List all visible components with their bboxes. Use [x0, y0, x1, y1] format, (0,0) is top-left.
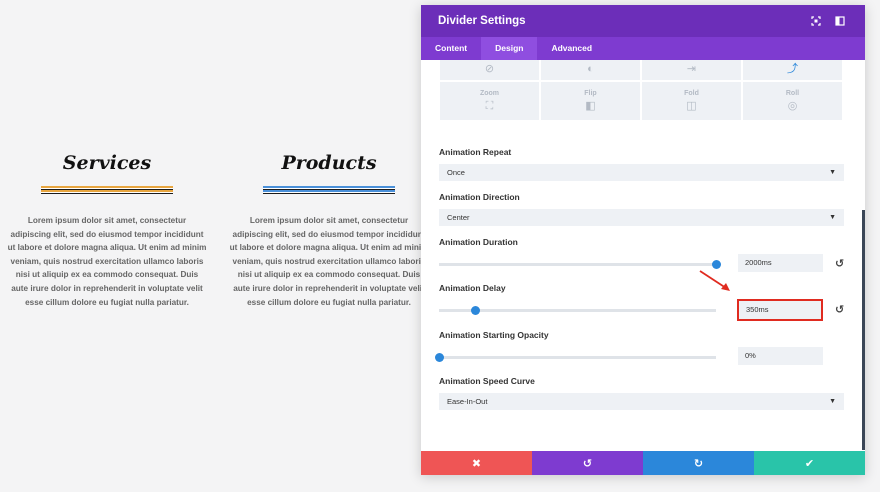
zoom-icon: ⛶ [485, 100, 494, 112]
check-icon: ✔ [804, 457, 815, 470]
products-column: Products Lorem ipsum dolor sit amet, con… [229, 148, 429, 309]
animation-style-none[interactable]: ⊘ [440, 60, 539, 80]
chevron-down-icon: ▼ [829, 169, 836, 176]
save-button[interactable]: ✔ [754, 451, 865, 475]
animation-duration-thumb[interactable] [712, 260, 721, 269]
animation-style-roll[interactable]: Roll ◎ [743, 82, 842, 120]
fold-icon: ◫ [686, 100, 697, 112]
close-icon: ✖ [471, 457, 482, 470]
roll-icon: ◎ [787, 100, 798, 112]
animation-style-fade[interactable]: ◐ [541, 60, 640, 80]
animation-delay-input[interactable]: 350ms [737, 299, 823, 321]
animation-style-bounce[interactable]: ⤴ [743, 60, 842, 80]
discard-button[interactable]: ✖ [421, 451, 532, 475]
reset-icon[interactable]: ↺ [835, 258, 845, 270]
animation-duration-field: Animation Duration 2000ms ↺ [439, 237, 844, 276]
sidebar-icon[interactable] [829, 10, 851, 32]
animation-opacity-field: Animation Starting Opacity 0% [435, 330, 844, 369]
animation-opacity-input[interactable]: 0% [738, 347, 823, 365]
animation-direction-select[interactable]: Center ▼ [439, 209, 844, 226]
panel-footer: ✖ ↺ ↻ ✔ [421, 451, 865, 475]
animation-direction-field: Animation Direction Center ▼ [439, 192, 844, 226]
animation-style-zoom[interactable]: Zoom ⛶ [440, 82, 539, 120]
reset-icon[interactable]: ↺ [835, 304, 845, 316]
animation-opacity-thumb[interactable] [435, 353, 444, 362]
tab-content[interactable]: Content [435, 43, 468, 53]
animation-duration-input[interactable]: 2000ms [738, 254, 823, 272]
panel-title: Divider Settings [438, 15, 526, 27]
products-divider [263, 186, 395, 194]
animation-style-grid: ⊘ ◐ ⇥ ⤴ Zoom ⛶ Flip ◧ Fold ◫ [440, 60, 843, 120]
redo-icon: ↻ [693, 457, 704, 470]
expand-icon[interactable] [805, 10, 827, 32]
panel-header[interactable]: Divider Settings [421, 5, 865, 37]
panel-scrollbar[interactable] [862, 210, 865, 450]
panel-tabs: Content Design Advanced [421, 37, 865, 60]
flip-label: Flip [584, 90, 597, 97]
slide-icon: ⇥ [686, 63, 697, 75]
divider-settings-panel: Divider Settings Content Design Advanced… [421, 5, 865, 475]
animation-delay-thumb[interactable] [471, 306, 480, 315]
fold-label: Fold [684, 90, 699, 97]
animation-delay-label: Animation Delay [439, 283, 506, 293]
animation-repeat-value: Once [447, 168, 465, 177]
services-column: Services Lorem ipsum dolor sit amet, con… [7, 148, 207, 309]
animation-style-slide[interactable]: ⇥ [642, 60, 741, 80]
services-title: Services [62, 152, 152, 174]
animation-repeat-select[interactable]: Once ▼ [439, 164, 844, 181]
animation-speed-curve-value: Ease-In-Out [447, 397, 488, 406]
panel-body: ⊘ ◐ ⇥ ⤴ Zoom ⛶ Flip ◧ Fold ◫ [421, 60, 865, 451]
animation-opacity-slider[interactable] [435, 353, 716, 362]
animation-style-flip[interactable]: Flip ◧ [541, 82, 640, 120]
animation-speed-curve-field: Animation Speed Curve Ease-In-Out ▼ [439, 376, 844, 410]
animation-speed-curve-label: Animation Speed Curve [439, 376, 535, 386]
products-title: Products [281, 152, 377, 174]
animation-duration-slider[interactable] [439, 260, 721, 269]
flip-icon: ◧ [585, 100, 596, 112]
animation-style-fold[interactable]: Fold ◫ [642, 82, 741, 120]
animation-duration-label: Animation Duration [439, 237, 518, 247]
bounce-icon: ⤴ [787, 63, 798, 75]
undo-icon: ↺ [582, 457, 593, 470]
tab-advanced[interactable]: Advanced [551, 43, 593, 53]
animation-direction-label: Animation Direction [439, 192, 520, 202]
products-body: Lorem ipsum dolor sit amet, consectetur … [229, 216, 429, 307]
animation-repeat-field: Animation Repeat Once ▼ [439, 147, 844, 181]
animation-repeat-label: Animation Repeat [439, 147, 512, 157]
services-divider [41, 186, 173, 194]
animation-opacity-label: Animation Starting Opacity [439, 330, 549, 340]
annotation-arrow-icon [699, 270, 730, 291]
roll-label: Roll [785, 90, 800, 97]
undo-button[interactable]: ↺ [532, 451, 643, 475]
chevron-down-icon: ▼ [829, 398, 836, 405]
tab-design[interactable]: Design [481, 37, 538, 60]
services-body: Lorem ipsum dolor sit amet, consectetur … [7, 216, 207, 307]
redo-button[interactable]: ↻ [643, 451, 754, 475]
animation-delay-slider[interactable] [439, 306, 716, 315]
none-icon: ⊘ [484, 63, 495, 75]
animation-direction-value: Center [447, 213, 470, 222]
chevron-down-icon: ▼ [829, 214, 836, 221]
animation-delay-field: Animation Delay 350ms ↺ [439, 283, 844, 322]
zoom-label: Zoom [479, 90, 500, 97]
animation-speed-curve-select[interactable]: Ease-In-Out ▼ [439, 393, 844, 410]
fade-icon: ◐ [587, 63, 594, 75]
